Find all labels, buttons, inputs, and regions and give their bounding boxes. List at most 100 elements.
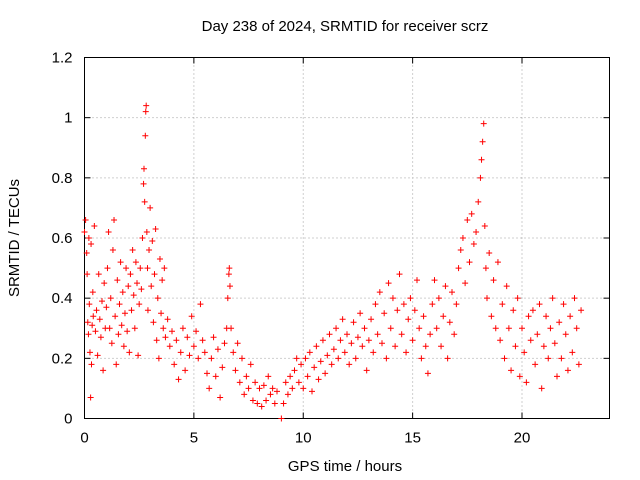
data-point [195,355,202,362]
data-point [141,165,147,172]
x-tick-label: 15 [404,430,421,447]
data-point [193,328,200,335]
data-point [352,355,359,362]
data-point [269,385,276,392]
data-point [256,385,263,392]
data-point [158,310,165,317]
data-point [182,367,189,374]
data-point [108,340,115,347]
y-tick-label: 1 [64,110,72,127]
y-tick-label: 0.4 [52,290,73,307]
data-point [328,361,335,368]
data-point [171,361,178,368]
data-point [138,286,145,293]
data-point [152,225,159,232]
data-point [88,361,95,368]
data-point [462,280,469,287]
data-point [93,307,100,314]
data-point [324,352,331,359]
data-point [525,313,532,320]
data-point [322,370,329,377]
data-point [131,325,138,332]
data-point [523,379,530,386]
data-point [124,328,131,335]
data-point [532,361,539,368]
data-point [120,343,127,350]
y-tick-label: 0 [64,411,72,428]
data-point [271,400,278,407]
data-point [280,400,287,407]
data-point [317,358,324,365]
data-point [477,174,484,181]
data-point [186,352,193,359]
data-point [346,361,353,368]
data-point [354,334,361,341]
data-point [263,397,270,404]
data-point [372,301,379,308]
data-point [119,289,126,296]
data-point [567,313,574,320]
data-point [82,216,89,223]
data-point [499,301,506,308]
data-point [252,379,259,386]
data-point [274,388,280,395]
data-point [398,331,405,338]
data-point [154,295,161,302]
data-point [560,301,567,308]
data-point [488,313,495,320]
data-point [225,271,232,278]
data-point [389,295,396,302]
data-point [83,250,90,257]
data-point [383,355,390,362]
data-point [146,247,153,254]
data-point [503,283,510,290]
data-point [85,331,92,338]
data-point [142,108,149,115]
data-point [394,307,401,314]
data-point [89,322,96,329]
data-point [309,388,315,395]
data-point [376,289,383,296]
data-point [219,364,226,371]
data-point [97,334,104,341]
x-tick-label: 0 [80,430,88,447]
data-point [166,343,173,350]
data-point [442,283,449,290]
data-point [466,259,473,266]
data-point [298,361,305,368]
data-point [132,259,139,266]
data-point [217,394,224,401]
data-point [427,331,434,338]
data-point [265,373,272,380]
data-point [126,349,133,356]
data-point [558,355,565,362]
data-point [278,415,285,422]
data-point [84,319,91,326]
data-point [226,265,233,272]
data-point [457,247,464,254]
data-point [127,271,134,278]
data-point [179,325,186,332]
data-point [156,256,163,263]
data-point [459,235,466,241]
data-point [551,340,558,347]
data-point [295,379,302,386]
data-point [569,349,576,356]
data-point [543,313,550,320]
data-point [201,349,208,356]
data-point [190,343,197,350]
data-point [115,331,122,338]
data-point [144,265,151,272]
data-point [92,328,99,335]
data-point [147,204,154,211]
data-point [468,210,475,217]
data-point [117,259,124,266]
data-point [109,247,116,254]
data-point [287,373,294,380]
data-point [512,343,519,350]
data-point [501,355,508,362]
data-point [514,295,521,302]
data-point [482,265,489,272]
data-point [103,304,110,311]
data-point [243,373,250,380]
